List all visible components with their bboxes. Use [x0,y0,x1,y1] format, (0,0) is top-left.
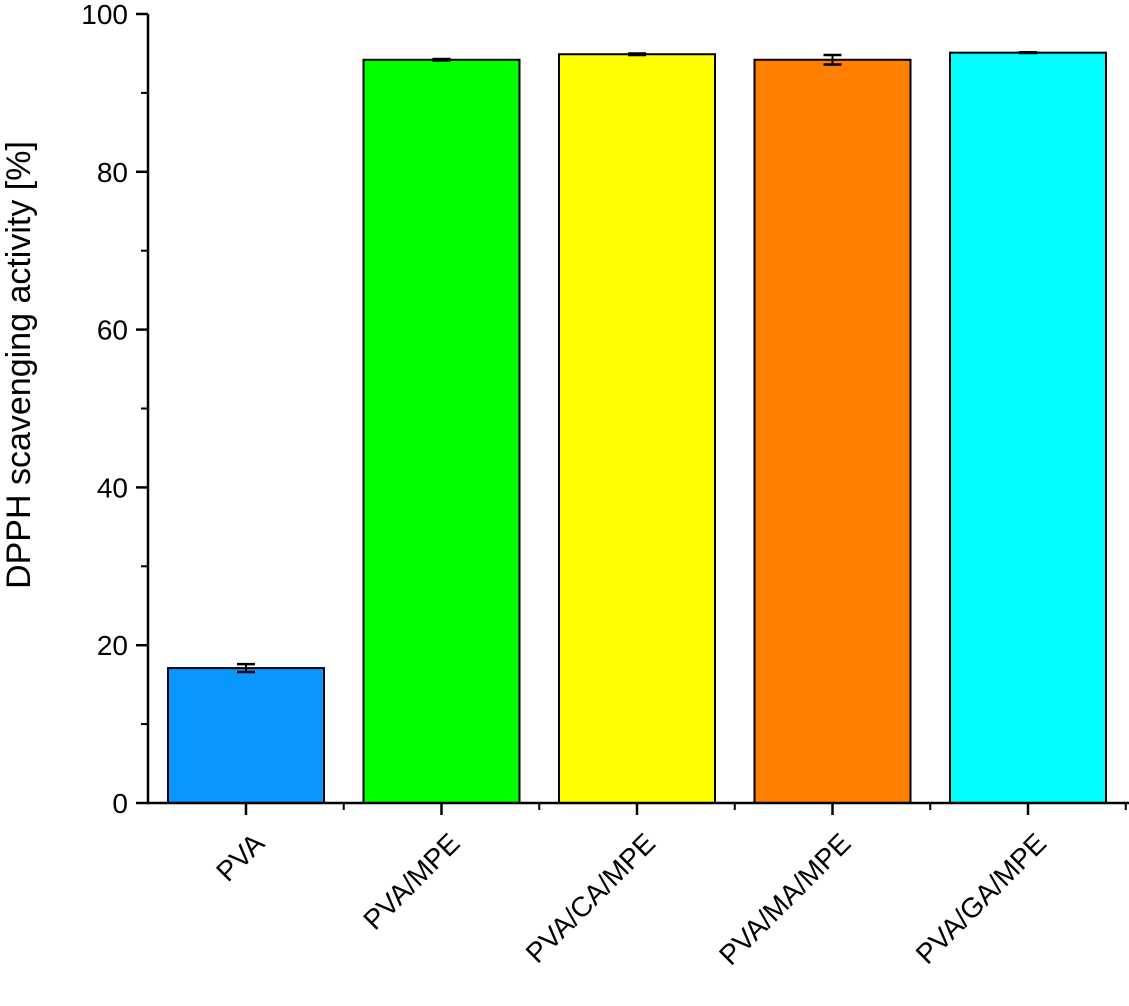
error-bar-pva-mpe [432,57,451,62]
error-bars-layer [237,51,1037,674]
axes-layer [136,12,1129,815]
y-tick-label: 80 [97,157,128,188]
x-tick-label: PVA/MA/MPE [713,827,857,971]
bar-pva-ca-mpe [558,53,716,804]
y-tick-label: 0 [112,788,128,819]
y-tick-label: 60 [97,315,128,346]
y-axis-title: DPPH scavenging activity [%] [0,141,38,589]
bar-pva-mpe [362,58,521,804]
error-bar-pva-ga-mpe [1019,51,1037,55]
y-tick-label: 100 [81,0,128,30]
x-tick-label: PVA/GA/MPE [910,827,1053,970]
x-tick-label: PVA [210,827,270,887]
error-bar-pva-ca-mpe [628,52,646,57]
y-tick-label: 40 [97,472,128,503]
bars-layer [167,51,1107,804]
y-tick-label: 20 [97,630,128,661]
bar-pva-ma-mpe [753,58,912,804]
bar-pva-ga-mpe [949,51,1107,804]
x-tick-label: PVA/CA/MPE [520,827,661,968]
bar-pva [167,667,325,804]
error-bar-pva-ma-mpe [823,53,842,66]
x-tick-label: PVA/MPE [357,827,465,935]
error-bar-pva [237,662,255,674]
